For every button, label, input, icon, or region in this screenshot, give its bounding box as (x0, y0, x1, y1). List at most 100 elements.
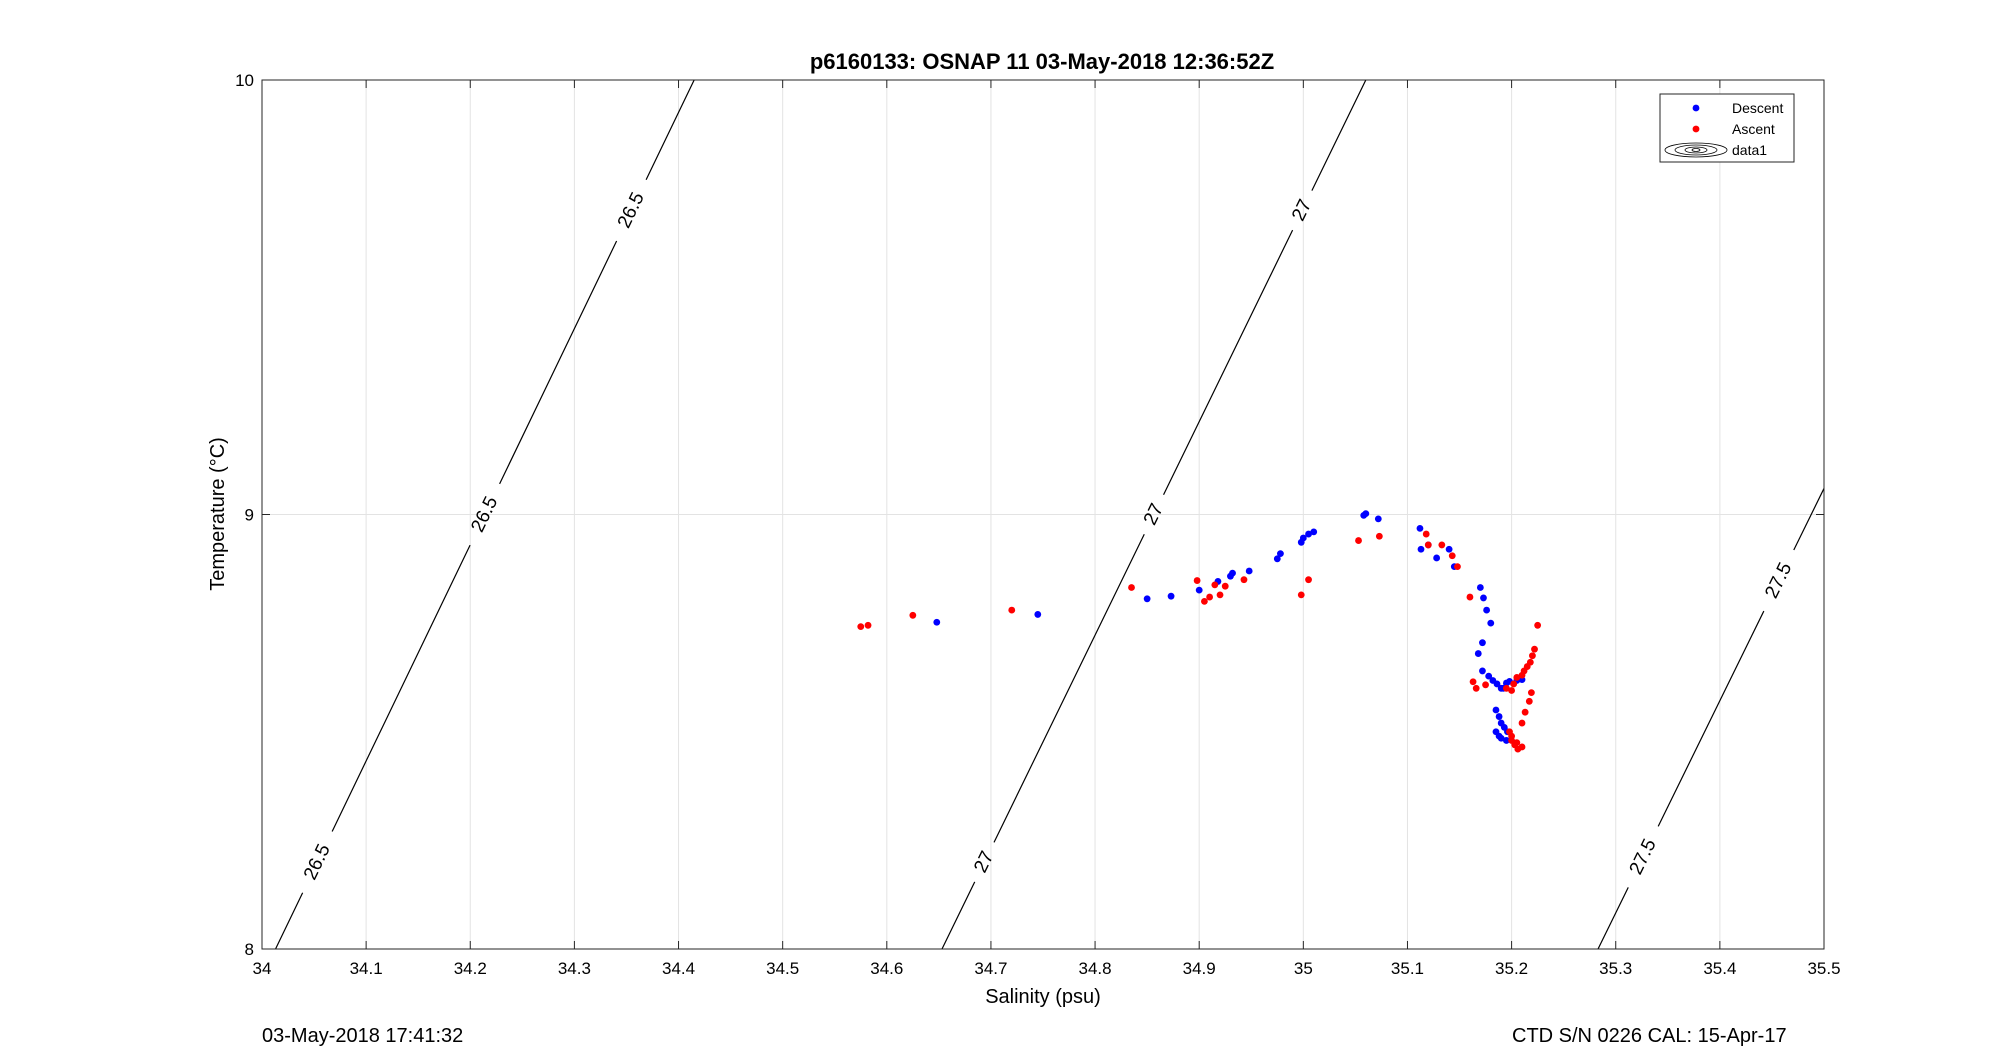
ascent-point (1510, 680, 1518, 688)
descent-point (1310, 528, 1318, 536)
ascent-point (1508, 687, 1515, 694)
legend-marker-descent (1692, 104, 1700, 112)
footer-timestamp: 03-May-2018 17:41:32 (262, 1025, 464, 1047)
ascent-point (1521, 708, 1529, 716)
grid-lines (262, 80, 1824, 949)
contour-icon-ring (1674, 144, 1718, 156)
ascent-point (1438, 541, 1446, 549)
ascent-point (1201, 598, 1208, 605)
descent-point (1502, 737, 1510, 744)
descent-point (1195, 586, 1203, 594)
contour-icon-ring (1691, 148, 1701, 152)
descent-point (1245, 567, 1253, 575)
descent-point (1273, 555, 1281, 563)
descent-point (1277, 550, 1284, 558)
ascent-point (1526, 658, 1534, 666)
x-tick-label: 34.2 (454, 959, 487, 978)
descent-point (1476, 584, 1484, 591)
density-contour-line (993, 534, 1145, 843)
ascent-point (1206, 593, 1214, 601)
legend-marker-ascent (1692, 125, 1700, 133)
ascent-point (1466, 593, 1474, 601)
density-contour-line (645, 79, 695, 180)
x-tick-label: 34.9 (1183, 959, 1216, 978)
ascent-point (1193, 577, 1201, 584)
descent-point (1493, 680, 1501, 688)
descent-point (1485, 672, 1493, 680)
ascent-point (1482, 681, 1489, 689)
density-contour-line (274, 892, 304, 950)
descent-point (1229, 569, 1236, 577)
ascent-point (1527, 689, 1535, 697)
descent-point (1417, 545, 1425, 553)
legend-label-data1: data1 (1732, 142, 1767, 158)
descent-point (1479, 639, 1486, 647)
density-contour-line (499, 240, 618, 485)
x-tick-label: 35 (1294, 959, 1313, 978)
descent-point (1143, 595, 1151, 603)
descent-point (1492, 706, 1500, 714)
ascent-point (1513, 674, 1521, 681)
ascent-point (1305, 576, 1312, 584)
data-series (857, 510, 1542, 753)
x-tick-label: 34.8 (1079, 959, 1112, 978)
descent-point (1362, 510, 1370, 518)
descent-point (1167, 592, 1175, 600)
legend-label-ascent: Ascent (1732, 121, 1775, 137)
ascent-point (1216, 591, 1224, 599)
ascent-point (1513, 739, 1521, 747)
x-tick-label: 35.3 (1599, 959, 1632, 978)
y-axis-label: Temperature (°C) (207, 437, 229, 591)
ascent-point (1297, 591, 1305, 599)
ascent-point (1221, 582, 1229, 590)
ascent-point (1448, 552, 1456, 560)
descent-point (1374, 515, 1382, 523)
x-tick-label: 34.3 (558, 959, 591, 978)
descent-point (1433, 554, 1441, 562)
x-tick-label: 34.5 (766, 959, 799, 978)
ascent-point (1518, 743, 1526, 751)
ascent-point (1525, 697, 1533, 705)
ascent-point (1454, 563, 1461, 571)
descent-point (1495, 713, 1503, 720)
density-contour-line (1163, 229, 1294, 495)
ascent-point (1469, 678, 1477, 686)
footer-ctd-info: CTD S/N 0226 CAL: 15-Apr-17 (1512, 1025, 1787, 1047)
ascent-point (1240, 576, 1248, 584)
x-tick-label: 35.4 (1703, 959, 1736, 978)
ascent-point (1355, 537, 1362, 544)
axis-ticks: 34 34.1 34.2 34.3 34.4 34.5 34.6 34.7 34.8 34.9 35… (235, 71, 1840, 978)
density-contour-line (1793, 488, 1825, 551)
x-tick-label: 35.2 (1495, 959, 1528, 978)
x-tick-label: 34 (253, 959, 272, 978)
ascent-point (1422, 530, 1430, 538)
series-ascent (857, 530, 1542, 753)
density-contour-line (941, 881, 976, 950)
descent-point (1474, 650, 1482, 657)
legend-contour-icon (1664, 142, 1728, 158)
chart-title: p6160133: OSNAP 11 03-May-2018 12:36:52Z (810, 49, 1274, 74)
density-contour-line (1657, 610, 1765, 827)
ascent-point (1424, 541, 1432, 549)
ascent-point (1508, 732, 1515, 740)
descent-point (1497, 734, 1505, 742)
descent-point (1487, 619, 1495, 627)
density-contour-line (1311, 79, 1367, 191)
density-contour-line (331, 544, 471, 832)
descent-point (1305, 530, 1312, 538)
ascent-point (1472, 684, 1480, 692)
x-tick-label: 34.4 (662, 959, 695, 978)
ascent-point (1531, 645, 1538, 653)
ascent-point (909, 611, 917, 619)
x-axis-label: Salinity (psu) (985, 986, 1101, 1008)
ascent-point (1375, 532, 1383, 540)
descent-point (1299, 534, 1307, 542)
ascent-point (1128, 584, 1135, 591)
descent-point (1480, 594, 1487, 602)
ascent-point (1518, 719, 1526, 727)
descent-point (1479, 667, 1486, 675)
density-contour-line (1597, 887, 1629, 950)
descent-point (1416, 525, 1424, 532)
